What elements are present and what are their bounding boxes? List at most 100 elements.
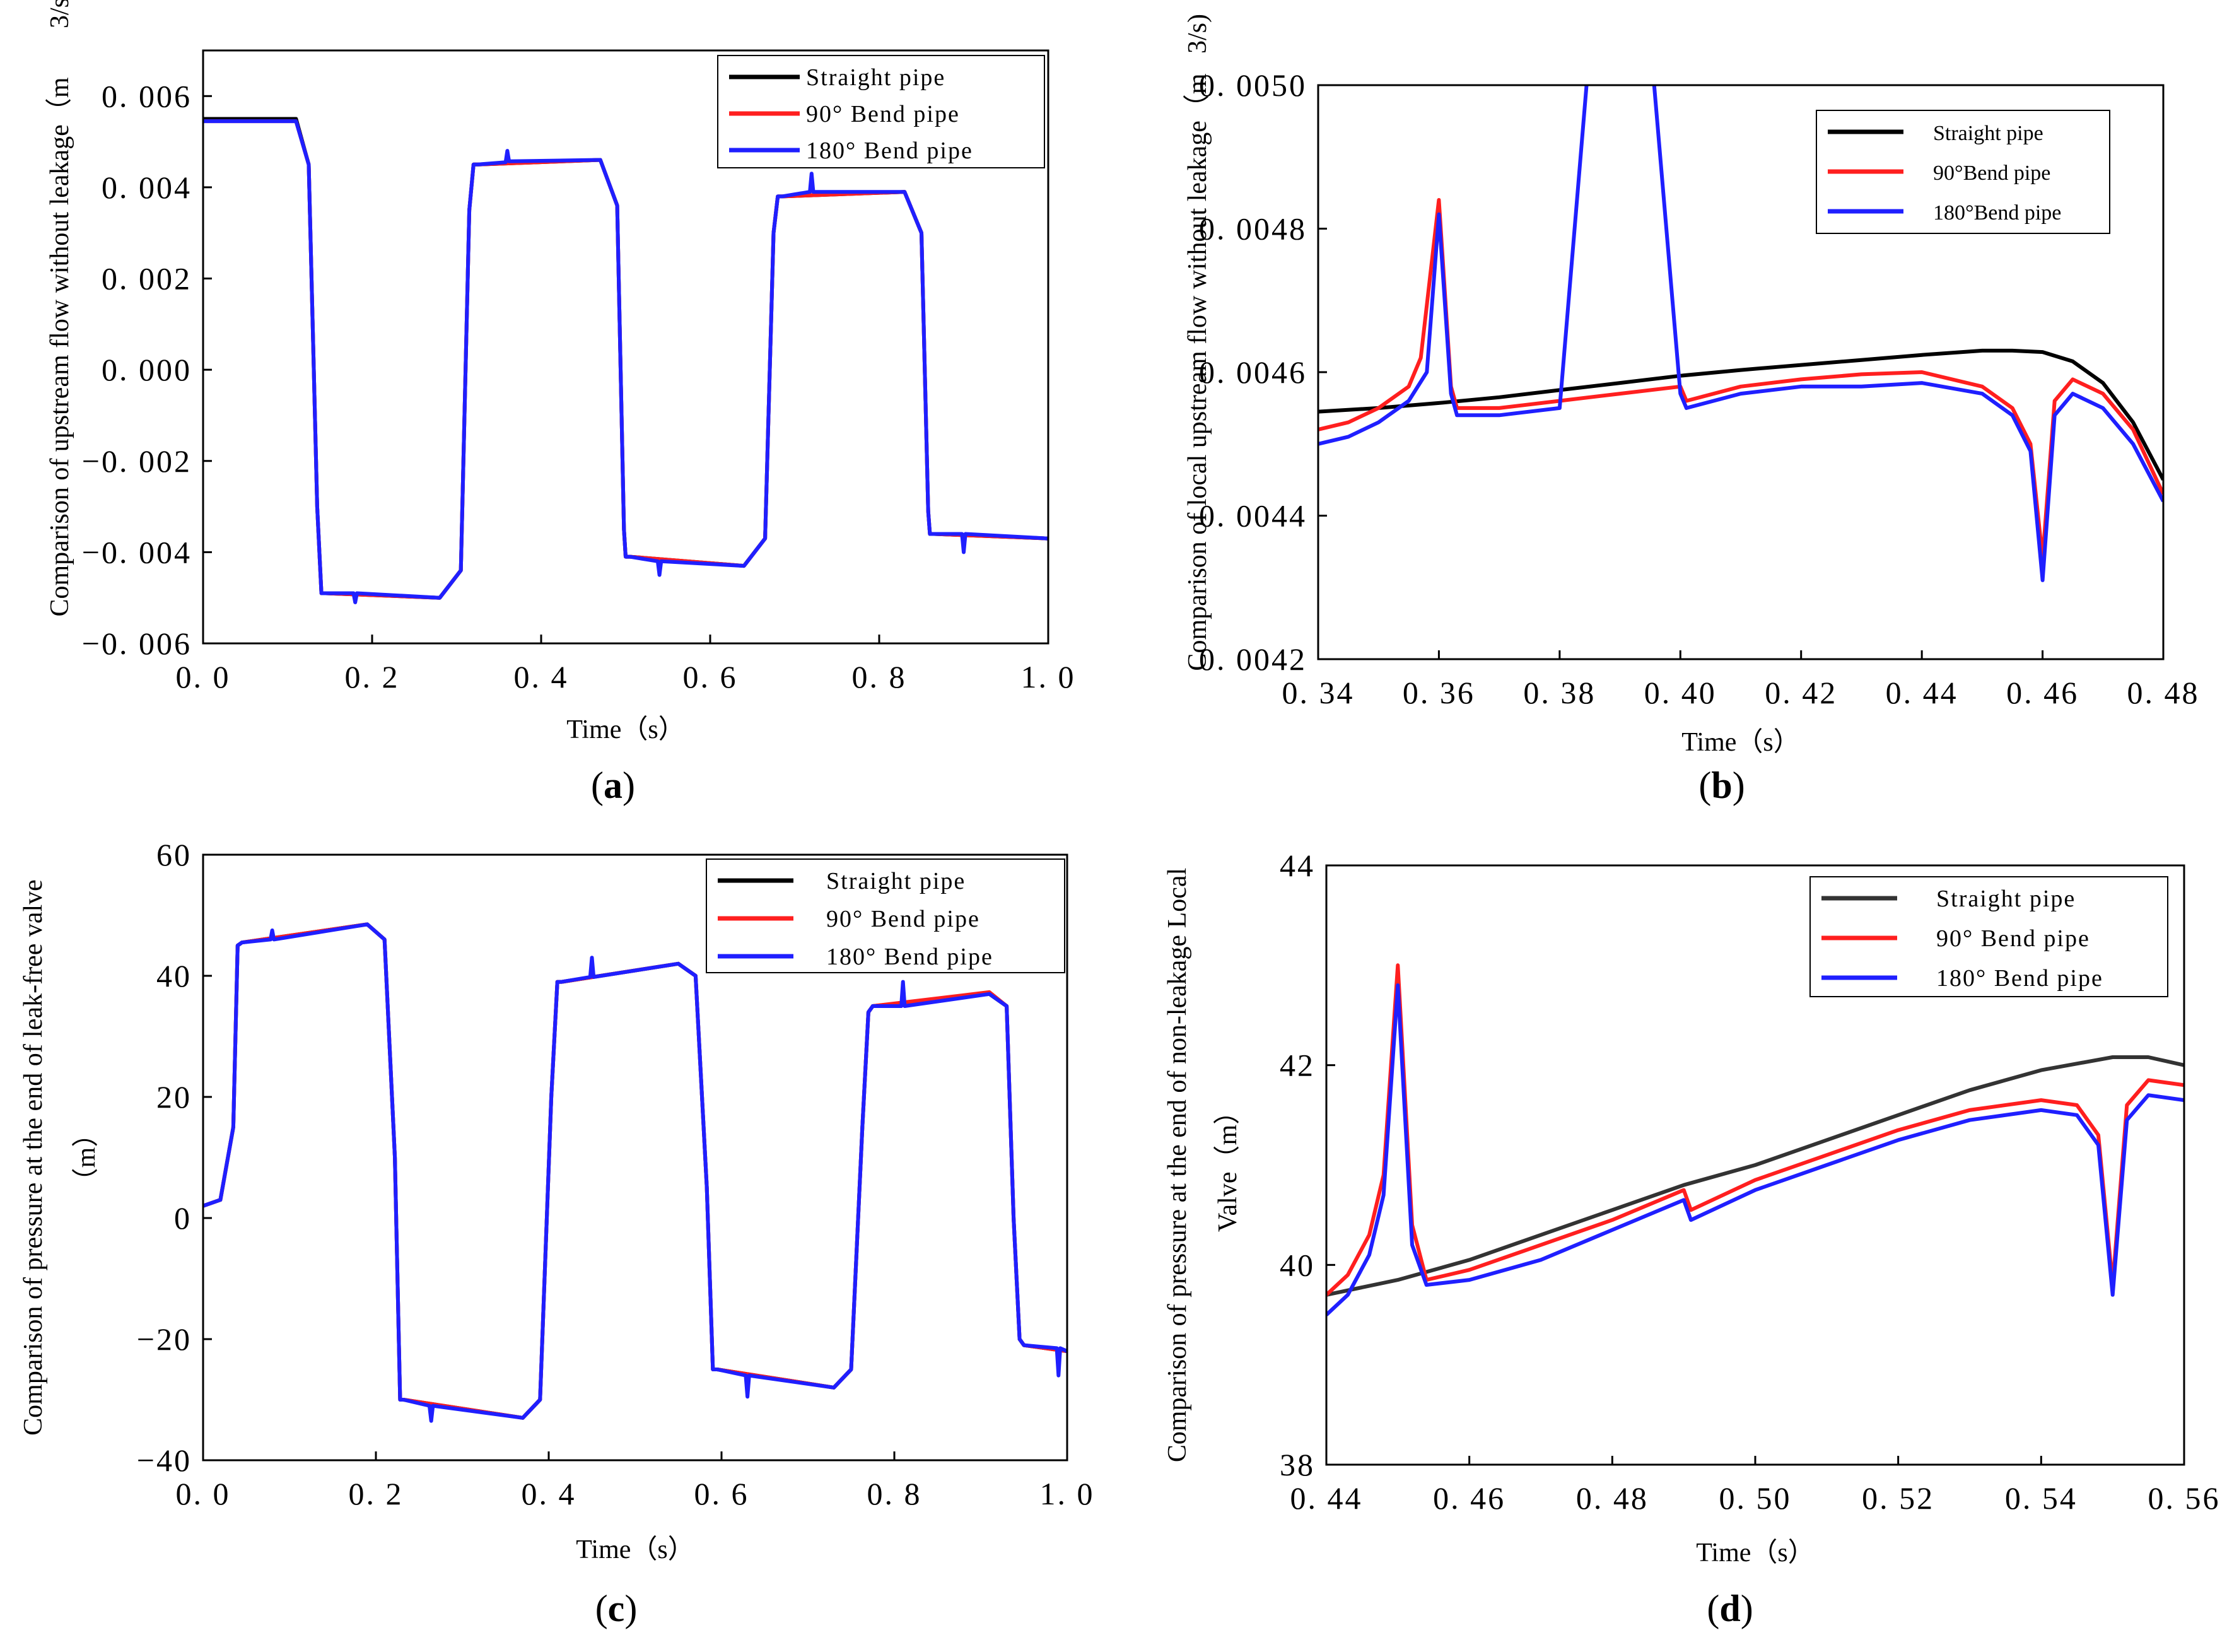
- x-tick-label: 0. 8: [867, 1476, 922, 1511]
- legend-label: 90° Bend pipe: [826, 906, 980, 932]
- series-line-180-bend-pipe: [203, 922, 1067, 1423]
- panel-c: 0. 0 0. 2 0. 4 0. 6 0. 8 1. 0 −40 −20 0 20 40 60 Tim…: [19, 837, 1095, 1629]
- x-tick-label: 0. 52: [1862, 1480, 1934, 1516]
- x-tick-label: 0. 36: [1403, 675, 1475, 710]
- y-axis-unit: 3/s): [1183, 14, 1212, 54]
- panel-b: 0. 34 0. 36 0. 38 0. 40 0. 42 0. 44 0. 46 0. 48…: [1183, 14, 2200, 806]
- panel-caption: (b): [1698, 764, 1745, 806]
- caption-open-paren: (: [591, 764, 604, 806]
- x-tick-label: 1. 0: [1040, 1476, 1095, 1511]
- series-line-90-bend-pipe: [203, 922, 1067, 1420]
- legend-label: 180° Bend pipe: [1936, 965, 2103, 992]
- caption-letter: c: [608, 1588, 625, 1629]
- panel-caption: (a): [591, 764, 635, 806]
- legend-label: Straight pipe: [826, 868, 966, 894]
- y-tick-label: −40: [137, 1443, 192, 1478]
- x-tick-label: 0. 46: [1433, 1480, 1505, 1516]
- y-tick-label: 0. 0050: [1199, 67, 1307, 103]
- legend-label: 90° Bend pipe: [806, 101, 960, 127]
- legend-label: Straight pipe: [806, 64, 945, 91]
- x-tick-label: 0. 44: [1886, 675, 1958, 710]
- x-tick-label: 0. 0: [176, 1476, 231, 1511]
- y-tick-label: 42: [1280, 1048, 1315, 1083]
- x-tick-label: 0. 4: [514, 659, 569, 694]
- y-axis-unit: 3/s): [45, 0, 74, 28]
- y-axis-title-line2: （m）: [72, 1121, 101, 1195]
- y-axis-title: Comparison of local upstream flow withou…: [1183, 73, 1212, 671]
- caption-letter: b: [1711, 764, 1732, 806]
- panel-a: 0. 0 0. 2 0. 4 0. 6 0. 8 1. 0 −0. 006 −0. 004 −0…: [45, 0, 1076, 806]
- x-tick-label: 0. 48: [2127, 675, 2200, 710]
- x-tick-label: 1. 0: [1021, 659, 1076, 694]
- y-tick-label: 0. 0048: [1199, 211, 1307, 247]
- panel-caption: (c): [595, 1588, 638, 1629]
- caption-open-paren: (: [595, 1588, 608, 1629]
- x-tick-label: 0. 6: [694, 1476, 749, 1511]
- legend-label: 180° Bend pipe: [806, 138, 973, 164]
- y-tick-label: −0. 004: [82, 534, 192, 570]
- caption-close-paren: ): [1741, 1588, 1753, 1629]
- y-tick-label: −0. 002: [82, 443, 192, 479]
- legend-label: 90°Bend pipe: [1933, 161, 2050, 185]
- legend: Straight pipe 90°Bend pipe 180°Bend pipe: [1816, 110, 2110, 234]
- series-line-180-bend-pipe: [1326, 983, 2184, 1316]
- legend: Straight pipe 90° Bend pipe 180° Bend pipe: [1809, 876, 2168, 997]
- x-tick-label: 0. 4: [522, 1476, 576, 1511]
- x-axis-title: Time（s）: [576, 1535, 694, 1564]
- caption-open-paren: (: [1698, 764, 1711, 806]
- x-tick-label: 0. 48: [1576, 1480, 1649, 1516]
- series-line-straight-pipe: [1326, 1055, 2184, 1297]
- y-tick-label: 40: [156, 958, 192, 993]
- caption-close-paren: ): [624, 1588, 637, 1629]
- y-tick-label: −0. 006: [82, 626, 192, 661]
- y-tick-label: 0. 000: [102, 352, 192, 387]
- y-tick-label: −20: [137, 1321, 192, 1357]
- plot-frame: [202, 49, 1049, 645]
- panel-d: 0. 44 0. 46 0. 48 0. 50 0. 52 0. 54 0. 56 38 40 4…: [1163, 848, 2221, 1629]
- x-axis-title: Time（s）: [1681, 728, 1800, 757]
- y-tick-label: 0: [174, 1200, 192, 1236]
- x-axis-title: Time（s）: [566, 715, 685, 744]
- y-tick-label: 0. 0042: [1199, 641, 1307, 677]
- x-tick-label: 0. 38: [1523, 675, 1596, 710]
- legend-label: 180° Bend pipe: [826, 944, 993, 970]
- caption-letter: d: [1719, 1588, 1740, 1629]
- series-line-straight-pipe: [1318, 348, 2163, 481]
- x-tick-label: 0. 6: [683, 659, 738, 694]
- x-tick-label: 0. 8: [852, 659, 907, 694]
- x-tick-label: 0. 40: [1644, 675, 1717, 710]
- x-tick-label: 0. 50: [1719, 1480, 1792, 1516]
- x-tick-label: 0. 56: [2148, 1480, 2221, 1516]
- y-tick-label: 0. 0046: [1199, 354, 1307, 390]
- y-axis-title: Comparison of pressure at the end of non…: [1163, 868, 1192, 1462]
- y-tick-label: 0. 004: [102, 170, 192, 205]
- panel-caption: (d): [1707, 1588, 1753, 1629]
- legend-label: Straight pipe: [1936, 886, 2076, 912]
- legend: Straight pipe 90° Bend pipe 180° Bend pipe: [717, 55, 1045, 168]
- legend-label: Straight pipe: [1933, 122, 2043, 145]
- x-tick-label: 0. 2: [349, 1476, 404, 1511]
- x-tick-label: 0. 46: [2006, 675, 2079, 710]
- caption-close-paren: ): [623, 764, 635, 806]
- series-line-180-bend-pipe: [203, 119, 1048, 604]
- y-tick-label: 20: [156, 1079, 192, 1115]
- legend-label: 90° Bend pipe: [1936, 925, 2090, 952]
- y-tick-label: 0. 006: [102, 78, 192, 114]
- y-tick-label: 0. 002: [102, 261, 192, 296]
- legend-box: [706, 858, 1065, 973]
- caption-close-paren: ): [1733, 764, 1745, 806]
- x-tick-label: 0. 34: [1282, 675, 1355, 710]
- caption-letter: a: [604, 764, 623, 806]
- x-tick-label: 0. 44: [1290, 1480, 1363, 1516]
- y-axis-title: Comparison of pressure at the end of lea…: [19, 879, 48, 1436]
- legend: Straight pipe 90° Bend pipe 180° Bend pipe: [706, 858, 1065, 973]
- y-tick-label: 44: [1280, 848, 1315, 883]
- x-tick-label: 0. 42: [1765, 675, 1837, 710]
- series-line-90-bend-pipe: [1326, 963, 2184, 1296]
- y-tick-label: 38: [1280, 1447, 1315, 1482]
- y-axis-title-line2: Valve（m）: [1213, 1098, 1242, 1232]
- plot-frame: [202, 853, 1068, 1462]
- x-tick-label: 0. 54: [2005, 1480, 2078, 1516]
- x-axis-title: Time（s）: [1696, 1538, 1815, 1567]
